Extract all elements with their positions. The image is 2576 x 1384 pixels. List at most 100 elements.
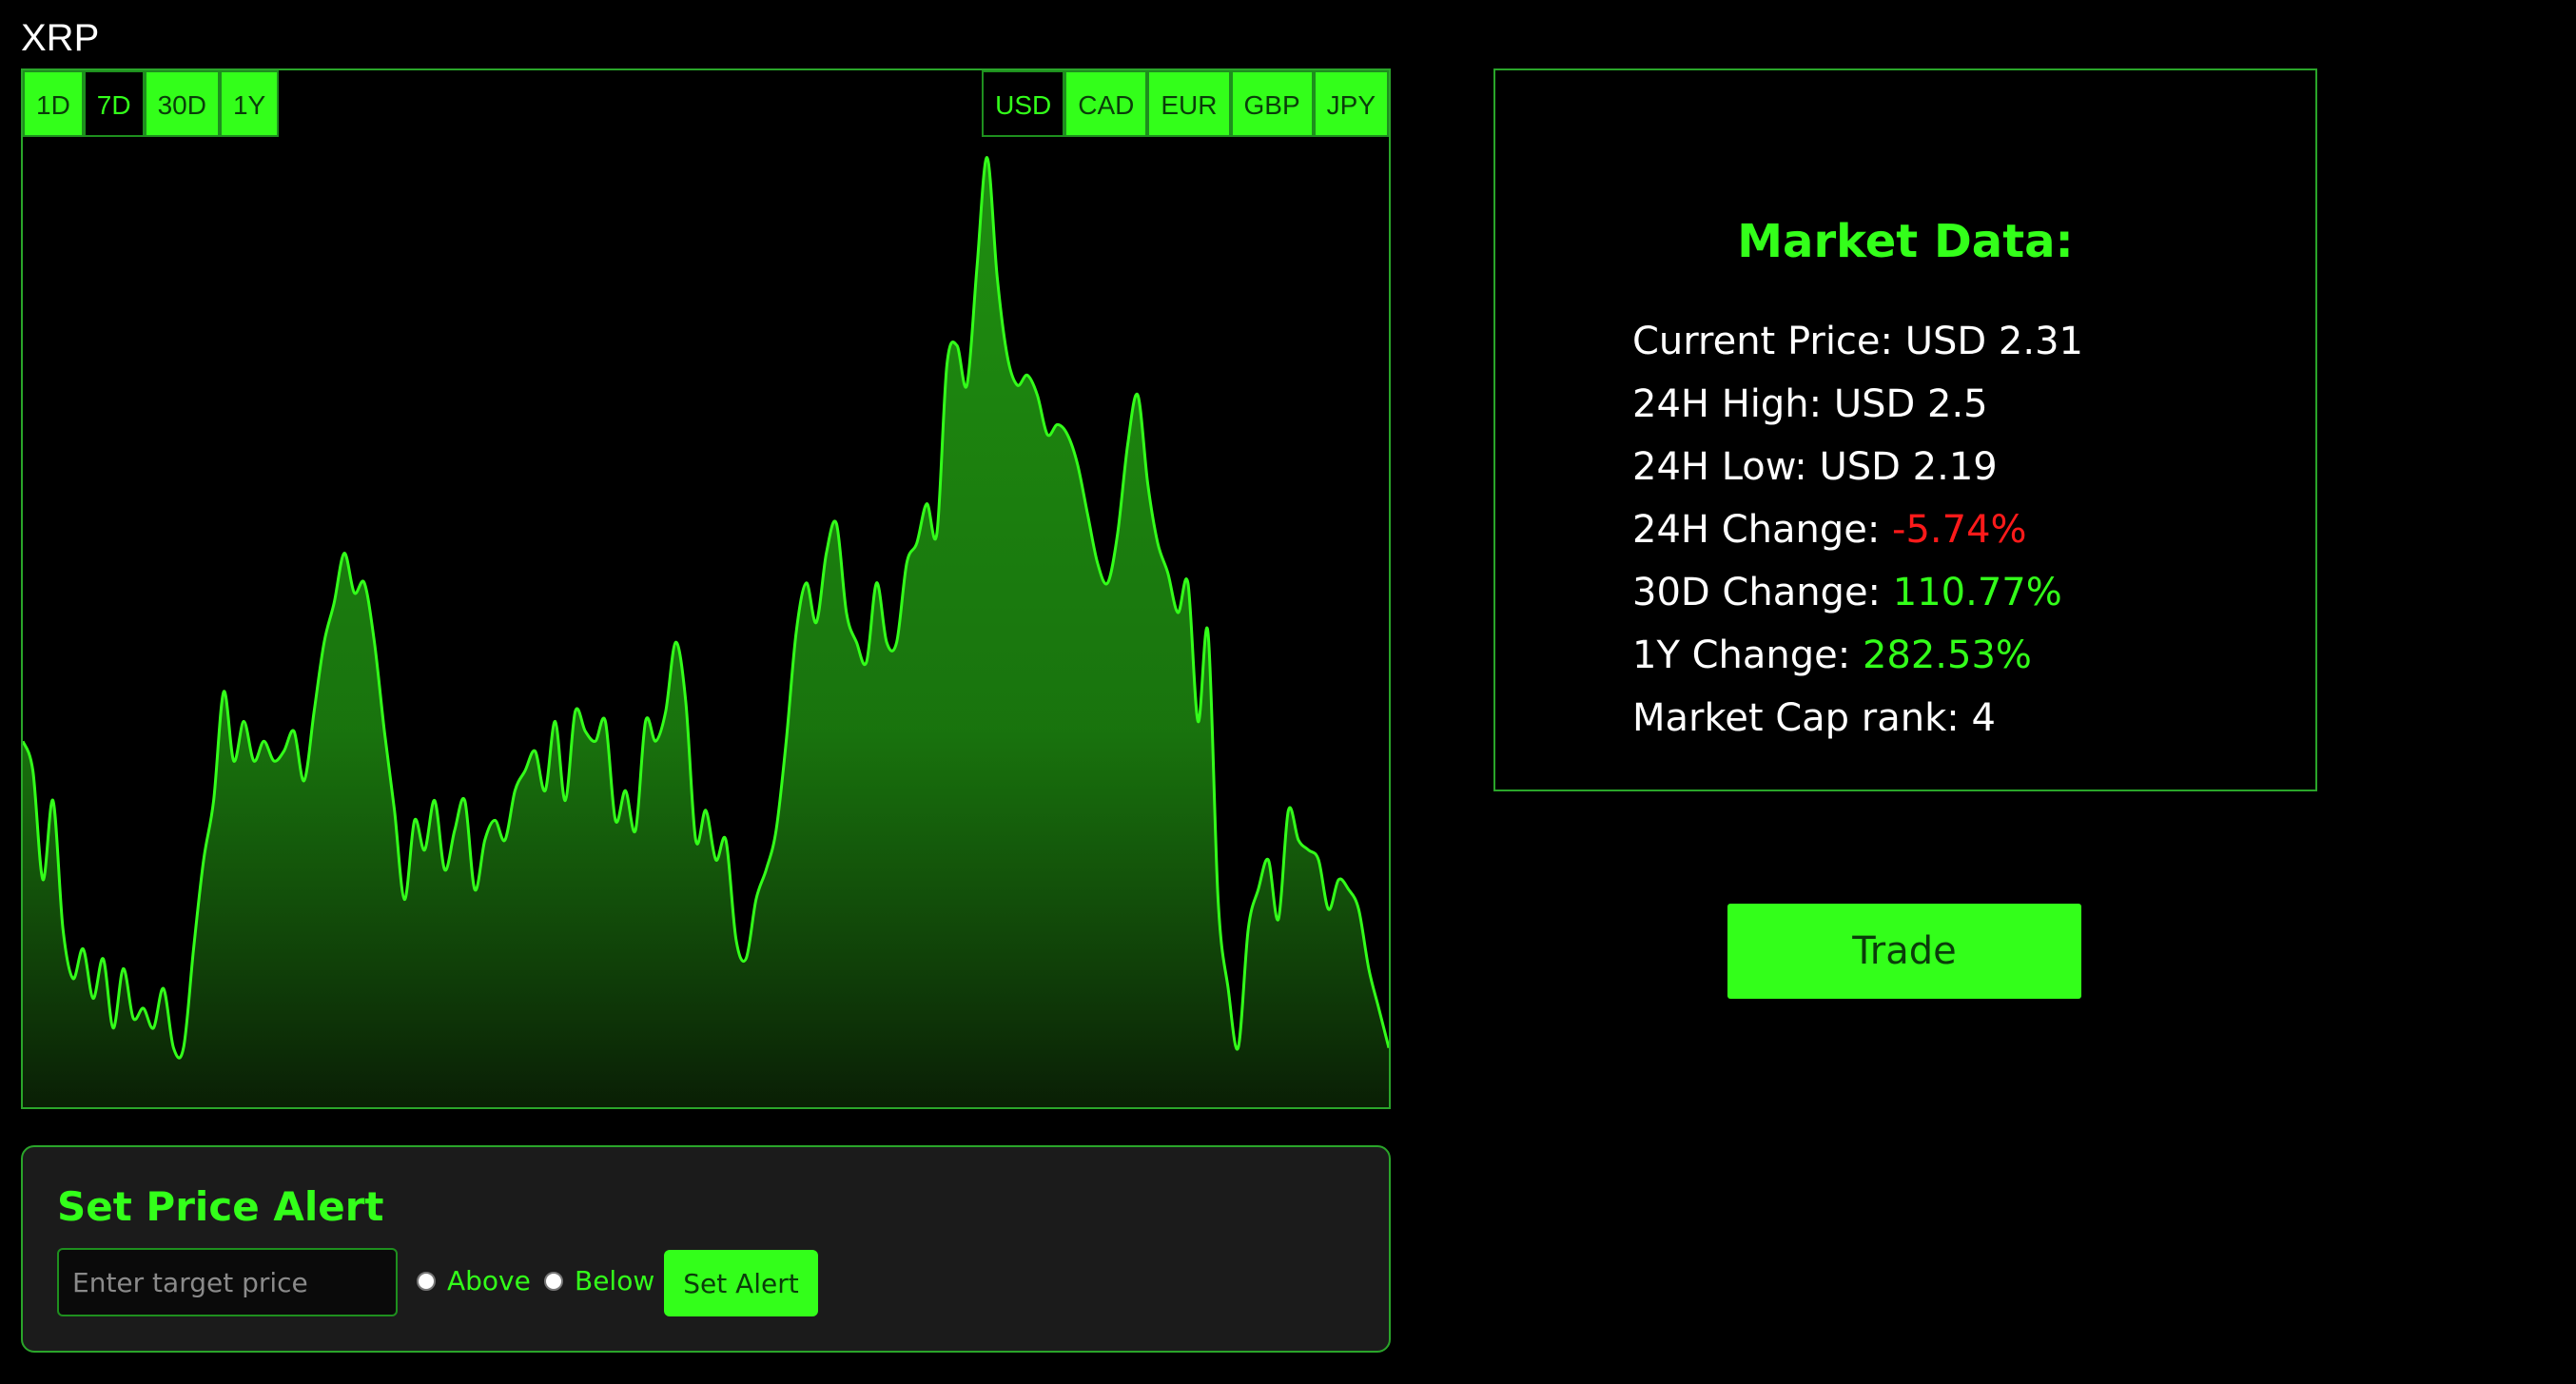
price-point <box>503 838 507 842</box>
change-30d-label: 30D Change: <box>1632 571 1882 614</box>
price-point <box>734 937 738 941</box>
price-point <box>81 947 85 951</box>
price-point <box>1277 917 1280 921</box>
change-1y-label: 1Y Change: <box>1632 634 1851 677</box>
trade-button[interactable]: Trade <box>1727 904 2081 999</box>
price-point <box>634 828 637 832</box>
price-point <box>91 997 95 1001</box>
above-radio[interactable] <box>417 1271 436 1291</box>
price-point <box>986 156 989 160</box>
price-point <box>483 838 487 842</box>
range-button-7d[interactable]: 7D <box>83 70 145 137</box>
price-point <box>1166 571 1170 575</box>
price-point <box>1136 393 1140 397</box>
price-chart-svg <box>23 156 1389 1107</box>
price-point <box>413 818 417 822</box>
above-option[interactable]: Above <box>417 1265 531 1296</box>
market-cap-rank-value: 4 <box>1971 696 1996 740</box>
currency-group: USD CAD EUR GBP JPY <box>982 70 1389 137</box>
change-30d-row: 30D Change: 110.77% <box>1632 561 2083 624</box>
price-point <box>614 818 617 822</box>
price-point <box>865 660 868 664</box>
high-24h-label: 24H High: <box>1632 382 1823 426</box>
currency-button-usd[interactable]: USD <box>982 70 1065 137</box>
target-price-input[interactable] <box>57 1248 398 1316</box>
price-point <box>1065 433 1069 437</box>
currency-button-cad[interactable]: CAD <box>1064 70 1148 137</box>
time-range-group: 1D 7D 30D 1Y <box>23 70 280 137</box>
market-stat-list: Current Price: USD 2.31 24H High: USD 2.… <box>1632 310 2083 750</box>
price-point <box>794 631 798 634</box>
price-point <box>212 799 216 803</box>
set-alert-button[interactable]: Set Alert <box>664 1250 818 1316</box>
below-option[interactable]: Below <box>544 1265 654 1296</box>
price-point <box>975 264 979 268</box>
price-point <box>744 957 748 961</box>
price-point <box>202 858 205 862</box>
price-point <box>162 986 166 990</box>
change-1y-value: 282.53% <box>1862 634 2032 677</box>
currency-button-eur[interactable]: EUR <box>1147 70 1231 137</box>
price-point <box>834 521 838 525</box>
price-point <box>693 838 697 842</box>
change-30d-value: 110.77% <box>1892 571 2062 614</box>
price-point <box>1266 858 1270 862</box>
change-1y-row: 1Y Change: 282.53% <box>1632 624 2083 687</box>
range-button-30d[interactable]: 30D <box>144 70 220 137</box>
price-point <box>463 799 467 803</box>
price-point <box>1246 927 1250 931</box>
currency-button-jpy[interactable]: JPY <box>1313 70 1389 137</box>
price-point <box>1356 907 1360 911</box>
below-label: Below <box>575 1265 655 1296</box>
price-point <box>1327 907 1331 911</box>
price-point <box>362 581 366 585</box>
price-point <box>624 789 628 792</box>
current-price-label: Current Price: <box>1632 320 1894 363</box>
price-point <box>1347 887 1351 891</box>
price-point <box>724 838 728 842</box>
currency-button-gbp[interactable]: GBP <box>1230 70 1314 137</box>
price-point <box>543 789 547 792</box>
range-button-1d[interactable]: 1D <box>23 70 84 137</box>
price-point <box>966 383 969 387</box>
low-24h-label: 24H Low: <box>1632 445 1807 489</box>
price-point <box>171 1046 175 1050</box>
price-point <box>644 719 648 723</box>
price-point <box>563 799 567 803</box>
price-point <box>1096 561 1100 565</box>
price-point <box>1307 848 1311 852</box>
price-point <box>1176 611 1180 614</box>
coin-title: XRP <box>21 17 100 59</box>
price-point <box>603 719 607 723</box>
price-point <box>272 759 276 763</box>
below-radio[interactable] <box>544 1271 563 1291</box>
price-point <box>574 710 577 713</box>
price-point <box>283 750 286 753</box>
price-point <box>182 1046 185 1050</box>
price-point <box>1116 532 1120 536</box>
price-point <box>222 690 225 693</box>
price-point <box>102 957 106 961</box>
price-point <box>122 966 126 970</box>
price-point <box>1156 541 1160 545</box>
range-button-1y[interactable]: 1Y <box>219 70 280 137</box>
price-point <box>393 809 397 812</box>
price-point <box>945 363 948 367</box>
price-point <box>1126 442 1130 446</box>
high-24h-value: USD 2.5 <box>1833 382 1988 426</box>
market-cap-rank-row: Market Cap rank: 4 <box>1632 687 2083 750</box>
price-point <box>342 552 346 556</box>
price-point <box>443 867 447 871</box>
price-point <box>1367 966 1371 970</box>
price-point <box>31 769 35 772</box>
price-alert-title: Set Price Alert <box>57 1183 384 1230</box>
price-point <box>594 739 597 743</box>
price-point <box>905 561 908 565</box>
price-point <box>1237 1046 1240 1050</box>
price-point <box>493 818 497 822</box>
price-point <box>453 828 457 832</box>
price-point <box>1025 373 1029 377</box>
price-point <box>654 739 657 743</box>
price-point <box>242 719 245 723</box>
price-point <box>51 799 55 803</box>
